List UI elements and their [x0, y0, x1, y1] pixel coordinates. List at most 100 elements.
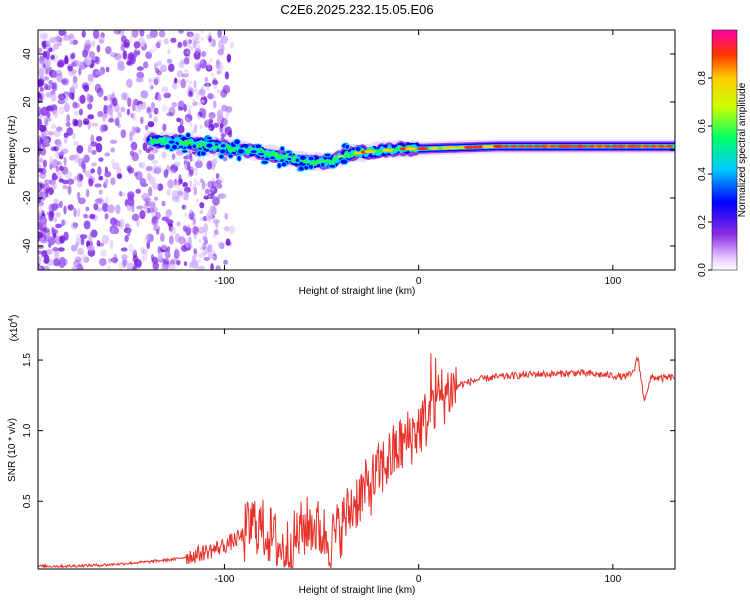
spectrogram-noise-blob: [192, 98, 196, 103]
spectrogram-noise-blob: [194, 88, 198, 93]
spectrogram-noise-blob: [191, 186, 195, 191]
spectrogram-noise-blob: [162, 123, 167, 132]
spectrogram-noise-blob: [89, 213, 96, 220]
spectrogram-noise-blob: [195, 263, 199, 268]
spectrogram-noise-blob: [109, 139, 118, 144]
spectrogram-noise-blob: [133, 41, 141, 49]
spectrogram-blob: [236, 148, 246, 155]
spectrogram-noise-blob: [52, 109, 59, 119]
spectrogram-noise-blob: [127, 196, 135, 207]
spectrogram-hotspot: [657, 145, 666, 148]
spectrogram-noise-blob: [41, 227, 50, 233]
spectrogram-noise-blob: [220, 192, 228, 200]
spectrogram-noise-blob: [77, 247, 85, 256]
spectrogram-blob: [323, 152, 332, 158]
spectrogram-noise-blob: [152, 225, 161, 232]
snr-background: [38, 329, 675, 569]
spectrogram-blob: [191, 143, 198, 150]
spectrogram-noise-blob: [120, 129, 127, 139]
spectrogram-blob: [205, 135, 213, 141]
spectrogram-noise-blob: [45, 117, 52, 122]
spectrogram-blob: [185, 132, 192, 139]
spectrogram-noise-blob: [136, 205, 144, 210]
spectrogram-noise-blob: [139, 178, 147, 186]
spectrogram-noise-blob: [91, 162, 97, 167]
spectrogram-noise-blob: [219, 242, 225, 250]
spectrogram-noise-blob: [145, 124, 149, 131]
spectrogram-noise-blob: [113, 53, 122, 61]
spectrogram-noise-blob: [185, 116, 189, 121]
spectrogram-noise-blob: [45, 138, 50, 148]
spectrogram-noise-blob: [194, 64, 198, 69]
spectrogram-noise-blob: [178, 235, 186, 245]
spectrogram-noise-blob: [226, 53, 232, 63]
spectrogram-noise-blob: [42, 141, 47, 149]
spectrogram-noise-blob: [182, 181, 188, 188]
spectrogram-noise-blob: [71, 61, 77, 67]
spectrogram-blob: [254, 143, 263, 150]
spectrogram-blob: [167, 139, 176, 145]
spectrogram-noise-blob: [94, 56, 101, 65]
spectrogram-noise-blob: [56, 61, 65, 68]
spectrogram-ytick-label: 20: [22, 96, 33, 108]
spectrogram-noise-blob: [142, 142, 148, 151]
spectrogram-noise-blob: [190, 46, 194, 51]
spectrogram-noise-blob: [211, 187, 215, 192]
spectrogram-noise-blob: [113, 253, 118, 262]
spectrogram-ytick-label: 0: [22, 147, 33, 153]
spectrogram-noise-blob: [165, 209, 173, 218]
spectrogram-noise-blob: [136, 71, 145, 79]
spectrogram-noise-blob: [140, 246, 145, 255]
spectrogram-noise-blob: [38, 191, 42, 199]
spectrogram-noise-blob: [140, 90, 149, 99]
spectrogram-hotspot: [595, 145, 604, 148]
spectrogram-noise-blob: [132, 113, 137, 121]
spectrogram-noise-blob: [55, 211, 61, 218]
spectrogram-noise-blob: [166, 188, 171, 196]
spectrogram-noise-blob: [158, 30, 166, 38]
spectrogram-noise-blob: [131, 30, 139, 38]
spectrogram-blob: [218, 153, 225, 160]
spectrogram-noise-blob: [116, 173, 123, 179]
spectrogram-noise-blob: [127, 97, 132, 108]
spectrogram-noise-blob: [198, 258, 202, 263]
spectrogram-noise-blob: [216, 88, 221, 94]
spectrogram-ytick-label: -20: [22, 190, 33, 205]
spectrogram-noise-blob: [200, 59, 204, 64]
spectrogram-noise-blob: [147, 186, 153, 197]
spectrogram-noise-blob: [73, 207, 77, 218]
spectrogram-noise-blob: [46, 64, 50, 75]
spectrogram-noise-blob: [210, 263, 214, 270]
spectrogram-noise-blob: [120, 247, 128, 252]
spectrogram-noise-blob: [87, 93, 94, 104]
spectrogram-noise-blob: [73, 119, 79, 127]
spectrogram-noise-blob: [158, 250, 163, 260]
spectrogram-noise-blob: [133, 50, 138, 58]
spectrogram-noise-blob: [72, 39, 79, 45]
spectrogram-blob: [177, 144, 185, 149]
spectrogram-noise-blob: [224, 212, 229, 220]
spectrogram-noise-blob: [131, 125, 136, 136]
spectrogram-noise-blob: [57, 161, 62, 166]
spectrogram-hotspot: [665, 145, 674, 148]
spectrogram-noise-blob: [180, 58, 185, 65]
spectrogram-noise-blob: [170, 169, 175, 176]
spectrogram-noise-blob: [130, 113, 135, 119]
spectrogram-noise-blob: [139, 30, 145, 37]
spectrogram-noise-blob: [218, 39, 223, 50]
spectrogram-noise-blob: [100, 249, 107, 257]
spectrogram-noise-blob: [47, 131, 54, 136]
snr-xlabel: Height of straight line (km): [299, 585, 416, 596]
spectrogram-noise-blob: [59, 256, 66, 264]
spectrogram-blob: [339, 158, 349, 165]
spectrogram-noise-blob: [38, 231, 44, 239]
spectrogram-noise-blob: [90, 141, 98, 147]
spectrogram-noise-blob: [79, 234, 88, 240]
spectrogram-noise-blob: [63, 56, 69, 65]
spectrogram-noise-blob: [99, 124, 105, 133]
spectrogram-noise-blob: [135, 77, 144, 83]
spectrogram-noise-blob: [90, 122, 99, 127]
spectrogram-noise-blob: [189, 181, 193, 186]
spectrogram-noise-blob: [53, 198, 59, 203]
spectrogram-noise-blob: [46, 50, 51, 58]
